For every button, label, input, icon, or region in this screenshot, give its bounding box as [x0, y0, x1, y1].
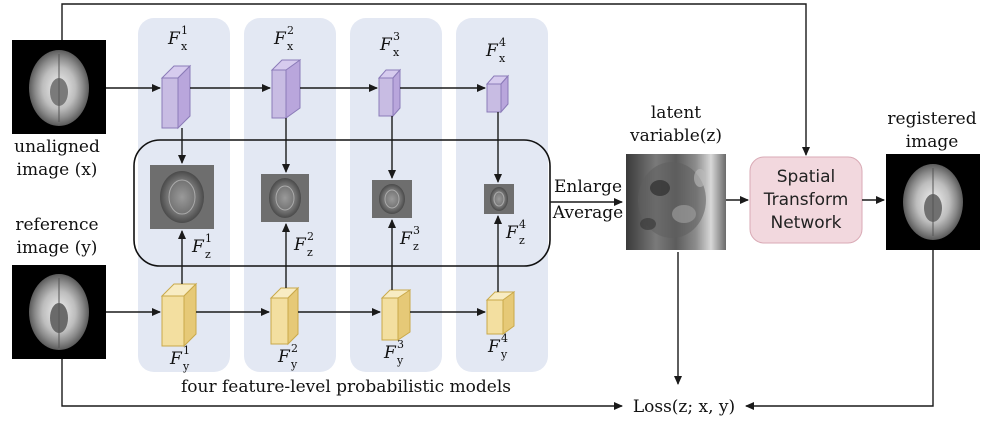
svg-text:F: F — [273, 29, 287, 49]
svg-text:1: 1 — [181, 24, 188, 37]
average-label: Average — [552, 203, 623, 223]
fz-label-4: F 4 z — [505, 218, 526, 247]
stn-label-line2: Transform — [763, 190, 849, 210]
latent-fusion-box — [133, 139, 551, 267]
svg-text:F: F — [487, 337, 501, 357]
connectors — [61, 3, 934, 410]
latent-label-line2: variable(z) — [629, 126, 722, 146]
svg-text:z: z — [307, 246, 313, 259]
fx-label-1: F 1 x — [167, 24, 188, 53]
svg-text:z: z — [413, 240, 419, 253]
svg-text:1: 1 — [183, 344, 190, 357]
svg-text:4: 4 — [499, 36, 506, 49]
svg-text:F: F — [485, 41, 499, 61]
fx-block-3 — [377, 68, 402, 118]
fz-map-4 — [484, 184, 514, 214]
svg-text:z: z — [519, 234, 525, 247]
feature-labels: F 1 x F 2 x F 3 x F 4 x F 1 y F 2 y — [167, 24, 526, 373]
svg-text:z: z — [205, 248, 211, 261]
arrow-x-to-stn — [61, 3, 810, 156]
fz-map-2 — [261, 174, 309, 222]
fy-label-2: F 2 y — [277, 342, 298, 371]
fz-map-1 — [150, 165, 214, 229]
unaligned-label-line1: unaligned — [14, 137, 100, 157]
latent-label-line1: latent — [651, 103, 701, 123]
fy-block-4 — [485, 291, 516, 335]
svg-text:y: y — [396, 354, 404, 367]
svg-text:2: 2 — [287, 24, 294, 37]
fz-maps — [150, 165, 514, 229]
svg-text:F: F — [379, 35, 393, 55]
models-caption: four feature-level probabilistic models — [181, 377, 511, 397]
svg-text:2: 2 — [291, 342, 298, 355]
unaligned-label-line2: image (x) — [17, 160, 98, 180]
stn-label-line3: Network — [771, 213, 842, 233]
svg-text:3: 3 — [393, 30, 400, 43]
svg-text:x: x — [181, 40, 188, 53]
fx-blocks — [160, 59, 510, 130]
fz-label-2: F 2 z — [293, 230, 314, 259]
registered-image — [886, 154, 980, 250]
svg-text:F: F — [399, 229, 413, 249]
fy-label-3: F 3 y — [383, 338, 404, 367]
registered-label-line1: registered — [887, 109, 976, 129]
svg-text:1: 1 — [205, 232, 212, 245]
svg-text:F: F — [167, 29, 181, 49]
arrow-y-to-loss — [61, 359, 623, 410]
fy-label-4: F 4 y — [487, 332, 508, 361]
enlarge-label: Enlarge — [554, 177, 622, 197]
fy-label-1: F 1 y — [169, 344, 190, 373]
fz-map-3 — [372, 180, 412, 218]
reference-label-line2: image (y) — [17, 238, 98, 258]
fx-label-4: F 4 x — [485, 36, 506, 65]
unaligned-image — [12, 40, 106, 134]
arrow-registered-to-loss — [745, 250, 934, 410]
svg-text:3: 3 — [397, 338, 404, 351]
svg-text:F: F — [383, 343, 397, 363]
svg-text:x: x — [287, 40, 294, 53]
fz-label-3: F 3 z — [399, 224, 420, 253]
svg-text:4: 4 — [501, 332, 508, 345]
svg-text:x: x — [393, 46, 400, 59]
latent-variable-image — [626, 154, 726, 250]
fx-label-2: F 2 x — [273, 24, 294, 53]
fx-block-4 — [485, 74, 510, 114]
fx-label-3: F 3 x — [379, 30, 400, 59]
svg-text:F: F — [505, 223, 519, 243]
svg-text:F: F — [277, 347, 291, 367]
svg-text:y: y — [290, 358, 298, 371]
registered-label-line2: image — [906, 132, 959, 152]
fy-block-1 — [160, 282, 198, 348]
fz-label-1: F 1 z — [191, 232, 212, 261]
fy-blocks — [160, 282, 516, 348]
fx-block-1 — [160, 64, 192, 130]
svg-text:4: 4 — [519, 218, 526, 231]
svg-text:3: 3 — [413, 224, 420, 237]
svg-text:y: y — [500, 348, 508, 361]
fx-block-2 — [270, 59, 302, 119]
stn-label-line1: Spatial — [777, 167, 836, 187]
loss-label: Loss(z; x, y) — [633, 397, 735, 417]
svg-text:2: 2 — [307, 230, 314, 243]
reference-image — [12, 265, 106, 359]
svg-text:F: F — [191, 237, 205, 257]
svg-text:F: F — [293, 235, 307, 255]
fy-block-2 — [269, 286, 300, 346]
svg-text:y: y — [182, 360, 190, 373]
svg-text:x: x — [499, 52, 506, 65]
fy-block-3 — [380, 289, 412, 341]
text-labels: unaligned image (x) reference image (y) … — [14, 103, 977, 417]
svg-text:F: F — [169, 349, 183, 369]
reference-label-line1: reference — [15, 215, 98, 235]
